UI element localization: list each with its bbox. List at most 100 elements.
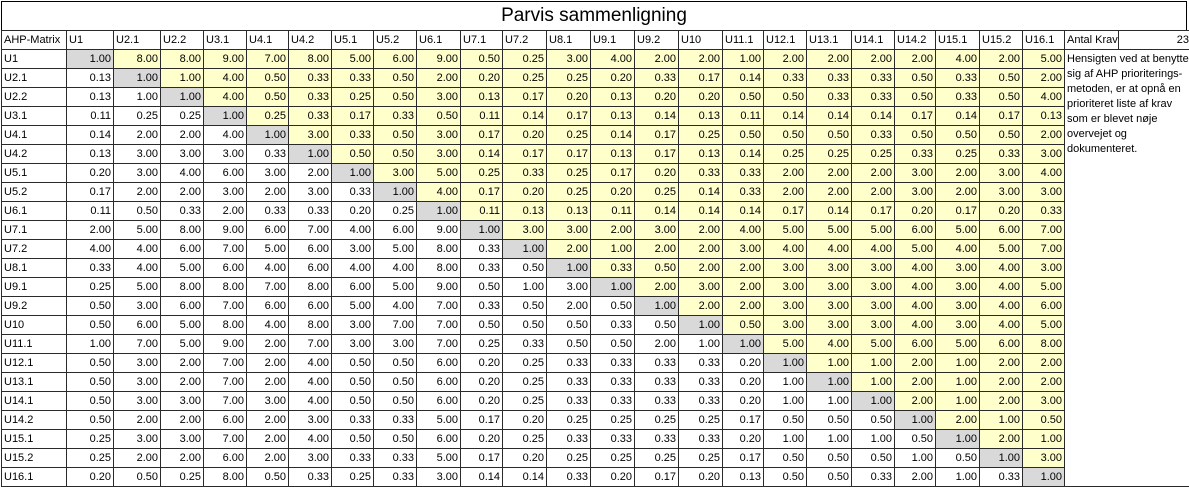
matrix-cell[interactable]: 0.33 [635,354,679,373]
matrix-cell[interactable]: 1.00 [1023,430,1065,449]
matrix-cell[interactable]: 2.00 [936,411,980,430]
matrix-cell[interactable]: 3.00 [247,392,289,411]
matrix-cell[interactable]: 2.00 [723,259,764,278]
matrix-cell[interactable]: 0.50 [114,202,161,221]
matrix-cell[interactable]: 1.00 [723,50,764,69]
matrix-cell[interactable]: 2.00 [289,164,332,183]
matrix-cell[interactable]: 0.13 [1023,107,1065,126]
matrix-cell[interactable]: 2.00 [247,430,289,449]
matrix-cell[interactable]: 0.20 [67,164,114,183]
matrix-cell[interactable]: 0.25 [852,145,895,164]
row-label-cell[interactable]: U2.1 [2,69,67,88]
matrix-cell[interactable]: 0.50 [635,259,679,278]
matrix-cell[interactable]: 3.00 [417,145,461,164]
matrix-cell[interactable]: 0.33 [591,316,635,335]
matrix-cell[interactable]: 0.33 [289,107,332,126]
matrix-cell[interactable]: 0.25 [591,411,635,430]
matrix-cell[interactable]: 0.50 [895,88,936,107]
matrix-cell[interactable]: 1.00 [852,373,895,392]
matrix-cell[interactable]: 0.25 [547,411,591,430]
matrix-cell[interactable]: 0.25 [247,107,289,126]
row-label-cell[interactable]: U14.2 [2,411,67,430]
matrix-cell[interactable]: 0.50 [374,145,417,164]
matrix-cell[interactable]: 5.00 [247,240,289,259]
matrix-cell[interactable]: 3.00 [936,259,980,278]
matrix-cell[interactable]: 3.00 [547,50,591,69]
matrix-cell[interactable]: 2.00 [161,411,204,430]
matrix-cell[interactable]: 7.00 [204,240,247,259]
row-label-cell[interactable]: U13.1 [2,373,67,392]
matrix-cell[interactable]: 0.17 [895,107,936,126]
matrix-cell[interactable]: 5.00 [936,221,980,240]
matrix-cell[interactable]: 2.00 [679,259,723,278]
matrix-cell[interactable]: 5.00 [852,221,895,240]
matrix-cell[interactable]: 5.00 [161,316,204,335]
matrix-cell[interactable]: 2.00 [852,50,895,69]
matrix-cell[interactable]: 3.00 [114,164,161,183]
matrix-cell[interactable]: 4.00 [289,373,332,392]
matrix-cell[interactable]: 2.00 [895,373,936,392]
matrix-cell[interactable]: 2.00 [1023,373,1065,392]
matrix-cell[interactable]: 0.13 [503,202,547,221]
matrix-cell[interactable]: 8.00 [161,278,204,297]
matrix-cell[interactable]: 6.00 [895,221,936,240]
matrix-cell[interactable]: 0.17 [723,411,764,430]
matrix-cell[interactable]: 2.00 [895,468,936,487]
matrix-cell[interactable]: 4.00 [980,259,1023,278]
matrix-cell[interactable]: 0.50 [547,316,591,335]
row-label-cell[interactable]: U2.2 [2,88,67,107]
matrix-cell[interactable]: 3.00 [723,240,764,259]
matrix-cell[interactable]: 0.50 [247,69,289,88]
matrix-cell[interactable]: 0.17 [723,449,764,468]
row-label-cell[interactable]: U4.2 [2,145,67,164]
matrix-cell[interactable]: 4.00 [1023,164,1065,183]
matrix-cell[interactable]: 7.00 [204,373,247,392]
matrix-cell[interactable]: 0.33 [1023,202,1065,221]
matrix-cell[interactable]: 3.00 [635,221,679,240]
matrix-cell[interactable]: 0.50 [852,411,895,430]
matrix-cell[interactable]: 0.50 [503,259,547,278]
matrix-cell[interactable]: 5.00 [114,221,161,240]
matrix-cell[interactable]: 1.00 [204,107,247,126]
matrix-cell[interactable]: 2.00 [723,278,764,297]
matrix-cell[interactable]: 7.00 [204,392,247,411]
matrix-cell[interactable]: 0.50 [591,335,635,354]
matrix-cell[interactable]: 2.00 [895,50,936,69]
matrix-cell[interactable]: 3.00 [936,297,980,316]
matrix-cell[interactable]: 2.00 [247,335,289,354]
matrix-cell[interactable]: 0.25 [547,449,591,468]
matrix-cell[interactable]: 0.25 [503,373,547,392]
matrix-cell[interactable]: 2.00 [679,50,723,69]
matrix-cell[interactable]: 0.17 [67,183,114,202]
matrix-cell[interactable]: 0.20 [503,449,547,468]
column-header-cell[interactable]: U2.2 [161,31,204,50]
matrix-cell[interactable]: 1.00 [807,354,852,373]
matrix-cell[interactable]: 5.00 [332,50,374,69]
matrix-cell[interactable]: 0.50 [1023,411,1065,430]
matrix-cell[interactable]: 0.17 [332,107,374,126]
matrix-cell[interactable]: 0.14 [723,145,764,164]
matrix-cell[interactable]: 0.50 [332,373,374,392]
matrix-cell[interactable]: 2.00 [161,449,204,468]
matrix-cell[interactable]: 2.00 [161,354,204,373]
matrix-cell[interactable]: 4.00 [807,335,852,354]
row-label-cell[interactable]: U5.1 [2,164,67,183]
matrix-cell[interactable]: 6.00 [417,373,461,392]
matrix-cell[interactable]: 0.14 [503,468,547,487]
matrix-cell[interactable]: 3.00 [852,297,895,316]
matrix-cell[interactable]: 0.14 [679,183,723,202]
matrix-cell[interactable]: 0.20 [679,468,723,487]
matrix-cell[interactable]: 2.00 [67,221,114,240]
matrix-cell[interactable]: 1.00 [895,411,936,430]
matrix-cell[interactable]: 1.00 [67,50,114,69]
matrix-cell[interactable]: 0.50 [67,411,114,430]
matrix-cell[interactable]: 0.25 [635,183,679,202]
matrix-cell[interactable]: 2.00 [114,411,161,430]
matrix-cell[interactable]: 0.50 [461,50,503,69]
matrix-cell[interactable]: 3.00 [161,392,204,411]
matrix-cell[interactable]: 2.00 [936,164,980,183]
matrix-cell[interactable]: 3.00 [417,88,461,107]
matrix-cell[interactable]: 0.33 [635,69,679,88]
matrix-cell[interactable]: 2.00 [547,240,591,259]
matrix-cell[interactable]: 0.33 [374,468,417,487]
